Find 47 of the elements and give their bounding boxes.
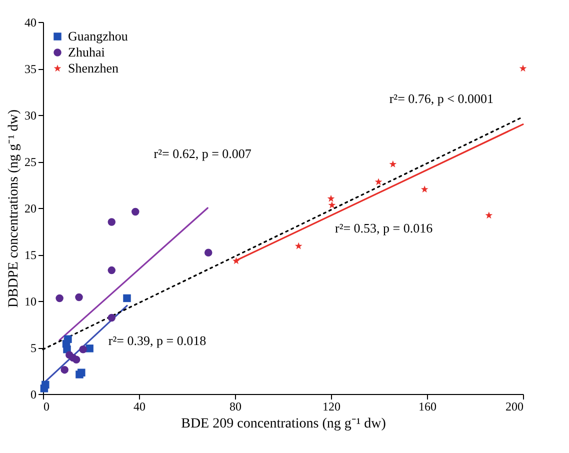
x-tick-label: 160 [418, 400, 436, 414]
point [420, 186, 428, 193]
legend-label: Guangzhou [68, 28, 128, 44]
y-tick-label: 10 [24, 294, 36, 308]
point [42, 380, 50, 389]
point [374, 178, 382, 186]
y-tick-label: 25 [24, 155, 36, 169]
y-tick-label: 0 [30, 388, 36, 402]
point [232, 257, 240, 264]
point [64, 335, 72, 344]
legend-label: Shenzhen [68, 60, 120, 76]
y-tick-label: 5 [30, 341, 36, 355]
point [75, 293, 83, 302]
point [294, 242, 302, 250]
x-tick-label: 80 [230, 400, 242, 414]
y-tick-label: 35 [24, 62, 36, 76]
point [108, 218, 116, 226]
point [519, 64, 527, 72]
point [108, 314, 116, 322]
legend-label: Zhuhai [68, 44, 106, 60]
x-tick-label: 0 [44, 400, 50, 414]
x-tick-label: 40 [134, 400, 146, 414]
point [108, 266, 116, 274]
point [123, 294, 131, 302]
point [86, 344, 94, 352]
point [79, 345, 87, 354]
y-tick-label: 20 [24, 202, 36, 216]
x-tick-label: 200 [506, 400, 524, 414]
x-tick-label: 120 [322, 400, 340, 414]
point [56, 294, 64, 302]
annotation: r²= 0.53, p = 0.016 [334, 220, 434, 236]
annotation: r²= 0.76, p < 0.0001 [389, 91, 494, 106]
point [204, 248, 212, 257]
y-tick-label: 30 [24, 108, 36, 122]
point [60, 366, 68, 374]
point [389, 160, 397, 168]
point [328, 201, 336, 208]
point [485, 212, 493, 219]
point [72, 356, 80, 364]
x-axis-title: BDE 209 concentrations (ng g⁻¹ dw) [181, 416, 386, 432]
annotation: r²= 0.62, p = 0.007 [154, 146, 252, 162]
point [132, 208, 140, 216]
y-axis-title: DBDPE concentrations (ng g⁻¹ dw) [6, 109, 22, 308]
annotation: r²= 0.39, p = 0.018 [108, 332, 206, 348]
point [327, 194, 335, 202]
y-tick-label: 40 [24, 16, 36, 30]
y-tick-label: 15 [24, 248, 36, 262]
